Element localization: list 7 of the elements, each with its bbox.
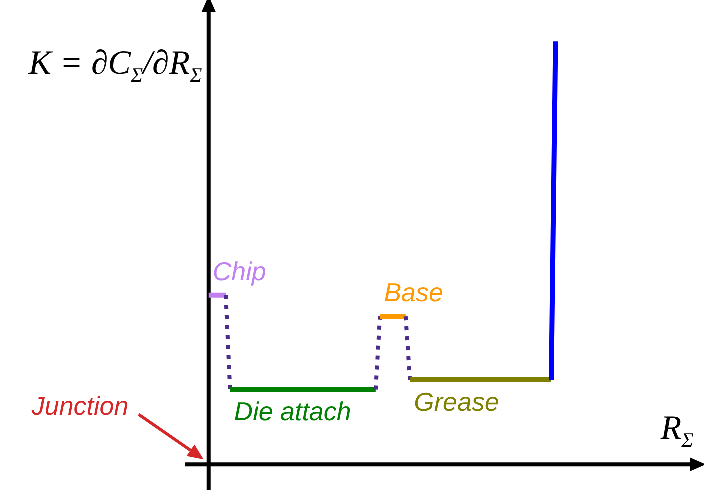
series-label: Grease: [414, 387, 500, 418]
series-label: Die attach: [234, 396, 352, 427]
series-label: Chip: [212, 256, 266, 286]
y-axis-title: K = ∂C$_{Σ}$/∂R$_{Σ}$: [28, 44, 202, 88]
text: Junction: [32, 391, 129, 422]
series-label: Base: [384, 278, 444, 308]
x-axis-title: R$_{Σ}$: [660, 410, 694, 452]
